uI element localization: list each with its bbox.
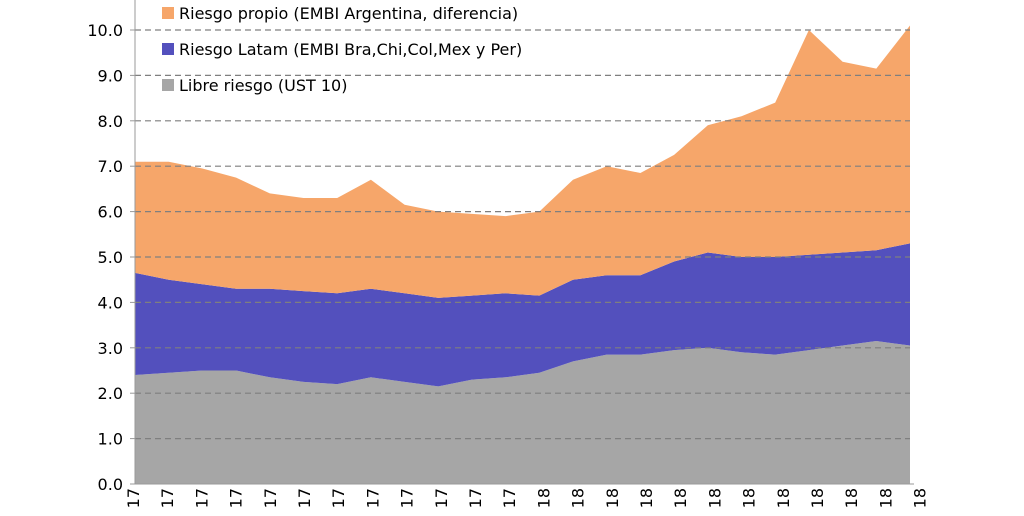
area-series-1 [135,243,910,387]
area-series-2 [135,25,910,298]
x-tick-label: 17 [363,488,382,508]
x-tick-label: 17 [466,488,485,508]
y-tick-label: 10.0 [87,21,123,40]
x-tick-label: 18 [774,488,793,508]
x-tick-label: 18 [705,488,724,508]
x-tick-label: 18 [842,488,861,508]
x-tick-label: 18 [534,488,553,508]
x-tick-label: 17 [329,488,348,508]
x-tick-label: 18 [637,488,656,508]
y-tick-label: 8.0 [98,112,123,131]
x-tick-label: 17 [124,488,143,508]
y-tick-label: 3.0 [98,339,123,358]
x-tick-label: 17 [227,488,246,508]
y-tick-label: 6.0 [98,203,123,222]
x-tick-label: 17 [295,488,314,508]
x-tick-label: 18 [740,488,759,508]
y-tick-labels: 0.0 1.0 2.0 3.0 4.0 5.0 6.0 7.0 8.0 9.0 10.0 [87,21,123,494]
x-tick-label: 18 [671,488,690,508]
x-tick-label: 17 [261,488,280,508]
x-tick-label: 17 [432,488,451,508]
area-series-0 [135,341,910,484]
x-tick-label: 18 [569,488,588,508]
x-tick-label: 18 [603,488,622,508]
legend: Riesgo propio (EMBI Argentina, diferenci… [162,4,522,95]
legend-swatch [162,7,174,19]
x-tick-label: 18 [911,488,930,508]
x-tick-label: 17 [158,488,177,508]
legend-label: Libre riesgo (UST 10) [179,76,347,95]
legend-swatch [162,79,174,91]
y-tick-label: 0.0 [98,475,123,494]
y-tick-label: 5.0 [98,248,123,267]
y-tick-label: 2.0 [98,384,123,403]
axes [130,0,914,485]
y-tick-label: 7.0 [98,157,123,176]
x-tick-label: 18 [808,488,827,508]
x-tick-label: 17 [500,488,519,508]
area-layers [135,25,910,484]
x-tick-label: 17 [192,488,211,508]
legend-swatch [162,43,174,55]
x-tick-label: 18 [876,488,895,508]
y-tick-label: 4.0 [98,293,123,312]
y-tick-label: 1.0 [98,430,123,449]
x-tick-labels: 17 17 17 17 17 17 17 17 17 17 17 17 18 18 18 18 18 18 18 18… [124,488,930,508]
legend-label: Riesgo Latam (EMBI Bra,Chi,Col,Mex y Per… [179,40,522,59]
x-tick-label: 17 [398,488,417,508]
y-tick-label: 9.0 [98,66,123,85]
gridlines [135,29,910,440]
legend-label: Riesgo propio (EMBI Argentina, diferenci… [179,4,518,23]
